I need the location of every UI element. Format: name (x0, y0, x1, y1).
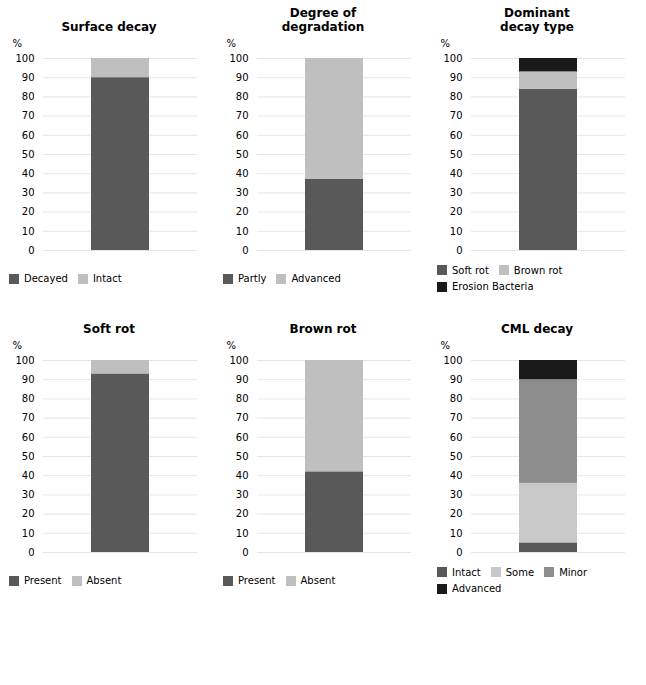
svg-text:50: 50 (22, 451, 35, 462)
svg-text:60: 60 (236, 432, 249, 443)
svg-text:40: 40 (450, 168, 463, 179)
svg-text:20: 20 (450, 508, 463, 519)
html-text:Brown rot: Brown rot (289, 322, 357, 336)
html-text:Absent: Absent (86, 575, 122, 586)
html-text:Present: Present (24, 575, 62, 586)
svg-text:70: 70 (22, 412, 35, 423)
svg-text:%: % (441, 340, 451, 351)
svg-text:%: % (441, 38, 451, 49)
svg-text:70: 70 (236, 412, 249, 423)
svg-text:30: 30 (236, 187, 249, 198)
svg-text:70: 70 (22, 110, 35, 121)
svg-text:80: 80 (450, 91, 463, 102)
html-text:Partly: Partly (238, 273, 267, 284)
svg-text:20: 20 (450, 206, 463, 217)
svg-text:80: 80 (236, 91, 249, 102)
html-text:Minor: Minor (559, 566, 588, 578)
html-text:Soft rot: Soft rot (83, 322, 135, 336)
svg-text:90: 90 (450, 72, 463, 83)
svg-text:10: 10 (22, 528, 35, 539)
html-text:Advanced: Advanced (452, 583, 502, 595)
html-text:Soft rot: Soft rot (452, 264, 489, 276)
svg-text:10: 10 (236, 528, 249, 539)
svg-text:60: 60 (450, 130, 463, 141)
svg-text:50: 50 (450, 149, 463, 160)
svg-text:70: 70 (450, 110, 463, 121)
svg-text:30: 30 (22, 187, 35, 198)
svg-text:60: 60 (22, 432, 35, 443)
svg-text:70: 70 (236, 110, 249, 121)
html-text:Dominant decay type: Dominant decay type (500, 6, 574, 34)
svg-text:80: 80 (22, 91, 35, 102)
svg-text:20: 20 (22, 508, 35, 519)
svg-text:0: 0 (28, 547, 34, 558)
html-text:CML decay: CML decay (501, 322, 573, 336)
svg-text:60: 60 (450, 432, 463, 443)
html-text:Present: Present (238, 575, 276, 586)
svg-text:100: 100 (443, 355, 462, 366)
html-text:Intact: Intact (452, 566, 481, 578)
svg-text:%: % (13, 340, 23, 351)
svg-text:90: 90 (22, 374, 35, 385)
svg-text:50: 50 (236, 149, 249, 160)
svg-text:90: 90 (450, 374, 463, 385)
svg-text:%: % (227, 38, 237, 49)
svg-text:50: 50 (236, 451, 249, 462)
svg-text:50: 50 (22, 149, 35, 160)
svg-text:40: 40 (22, 168, 35, 179)
svg-text:0: 0 (242, 245, 248, 256)
svg-text:20: 20 (236, 206, 249, 217)
svg-text:%: % (13, 38, 23, 49)
svg-text:0: 0 (242, 547, 248, 558)
html-text:Erosion Bacteria: Erosion Bacteria (452, 281, 534, 293)
html-text:Some: Some (505, 566, 535, 578)
svg-text:20: 20 (22, 206, 35, 217)
svg-text:40: 40 (450, 470, 463, 481)
svg-text:100: 100 (229, 53, 248, 64)
html-text:Brown rot: Brown rot (513, 264, 563, 276)
svg-text:30: 30 (450, 489, 463, 500)
svg-text:10: 10 (236, 226, 249, 237)
svg-text:30: 30 (22, 489, 35, 500)
svg-text:90: 90 (236, 72, 249, 83)
svg-text:10: 10 (450, 528, 463, 539)
svg-text:60: 60 (22, 130, 35, 141)
svg-text:80: 80 (236, 393, 249, 404)
svg-text:50: 50 (450, 451, 463, 462)
svg-text:100: 100 (229, 355, 248, 366)
svg-text:0: 0 (456, 245, 462, 256)
svg-text:100: 100 (15, 53, 34, 64)
svg-text:80: 80 (22, 393, 35, 404)
svg-text:10: 10 (450, 226, 463, 237)
html-text:Absent: Absent (300, 575, 336, 586)
html-text:Surface decay: Surface decay (61, 20, 157, 34)
svg-text:60: 60 (236, 130, 249, 141)
svg-text:90: 90 (22, 72, 35, 83)
svg-text:40: 40 (236, 470, 249, 481)
svg-text:30: 30 (236, 489, 249, 500)
html-text:Advanced: Advanced (291, 273, 341, 284)
svg-text:90: 90 (236, 374, 249, 385)
svg-text:30: 30 (450, 187, 463, 198)
svg-text:80: 80 (450, 393, 463, 404)
html-text:Degree of degradation: Degree of degradation (281, 6, 365, 34)
svg-text:40: 40 (22, 470, 35, 481)
html-text:Decayed: Decayed (24, 273, 68, 284)
svg-text:%: % (227, 340, 237, 351)
svg-text:70: 70 (450, 412, 463, 423)
svg-text:100: 100 (15, 355, 34, 366)
html-text:Intact: Intact (92, 273, 122, 284)
svg-text:0: 0 (456, 547, 462, 558)
svg-text:100: 100 (443, 53, 462, 64)
svg-text:20: 20 (236, 508, 249, 519)
svg-text:10: 10 (22, 226, 35, 237)
svg-text:40: 40 (236, 168, 249, 179)
svg-text:0: 0 (28, 245, 34, 256)
